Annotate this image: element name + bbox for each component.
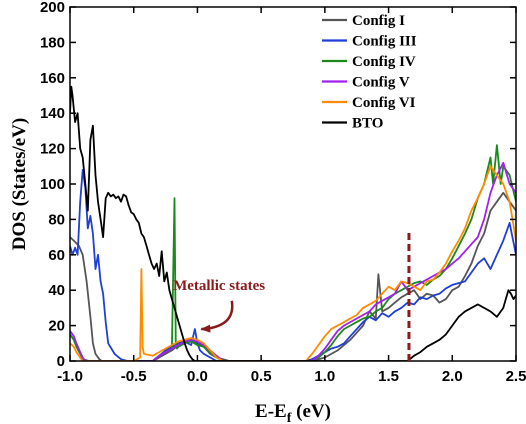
y-tick-label: 140 (40, 105, 65, 122)
y-tick-label: 60 (48, 247, 65, 264)
x-tick-label: -0.5 (121, 368, 147, 385)
annotation-arrow (200, 300, 234, 333)
y-tick-label: 20 (48, 318, 65, 335)
x-tick-label: 2.0 (442, 368, 463, 385)
y-tick-label: 180 (40, 34, 65, 51)
x-tick-label: 2.5 (506, 368, 526, 385)
legend-label-config-i: Config I (352, 13, 405, 29)
y-tick-label: 160 (40, 70, 65, 87)
series-line-config-v (70, 161, 516, 361)
series-layer (70, 85, 516, 361)
x-axis-title-unit: (eV) (291, 401, 331, 422)
legend-label-config-iii: Config III (352, 34, 417, 50)
y-tick-label: 80 (48, 211, 65, 228)
x-axis-title-main: E-E (255, 401, 287, 422)
y-tick-label: 100 (40, 176, 65, 193)
y-tick-label: 120 (40, 141, 65, 158)
plot-frame (69, 6, 517, 362)
series-line-bto (70, 85, 516, 361)
x-tick-label: 1.0 (314, 368, 335, 385)
x-tick-label: -1.0 (57, 368, 83, 385)
legend-label-config-v: Config V (352, 75, 410, 91)
series-line-config-vi (70, 165, 516, 361)
legend: Config I Config III Config IV Config V Confi… (322, 13, 417, 132)
y-tick-label: 40 (48, 282, 65, 299)
y-tick-label: 200 (40, 0, 65, 16)
series-line-config-iii (70, 168, 516, 361)
metallic-states-annotation: Metallic states (173, 278, 265, 333)
x-axis-title-subscript: f (287, 411, 292, 424)
ticks-layer: -1.0 -0.5 0.0 0.5 1.0 1.5 2.0 2.5 0 20 40 60 80 100 12… (40, 0, 526, 385)
legend-label-bto: BTO (352, 116, 383, 132)
legend-label-config-vi: Config VI (352, 95, 416, 111)
x-tick-label: 0.5 (251, 368, 272, 385)
x-tick-label: 1.5 (378, 368, 399, 385)
series-line-config-i (70, 191, 516, 361)
x-tick-label: 0.0 (187, 368, 208, 385)
annotation-label: Metallic states (173, 278, 265, 294)
y-axis-title: DOS (States/eV) (9, 118, 30, 250)
y-tick-label: 0 (57, 353, 65, 370)
x-axis-title: E-Ef (eV) (255, 401, 331, 424)
legend-label-config-iv: Config IV (352, 54, 416, 70)
